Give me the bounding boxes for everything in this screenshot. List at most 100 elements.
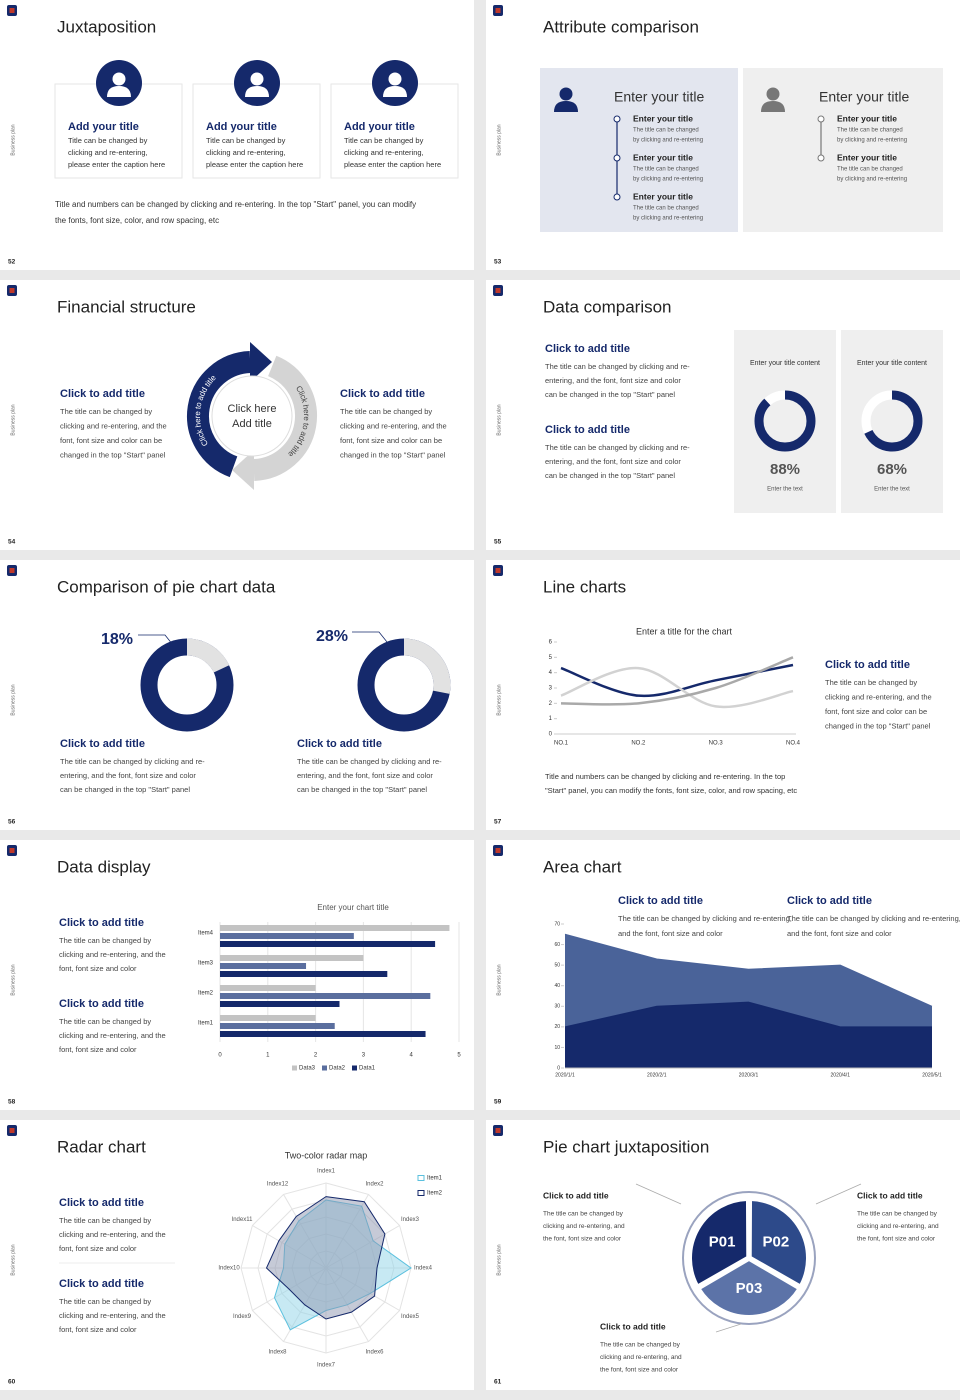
timeline-dot xyxy=(817,115,825,123)
percent-label: 88% xyxy=(770,461,800,478)
pie-sector xyxy=(749,1198,808,1287)
axis-label: Index1 xyxy=(317,1169,336,1175)
radar-series xyxy=(265,1196,386,1320)
slide: Radar chart 60 Business plan Click to add t… xyxy=(0,1120,474,1390)
y-tick-label: 10 xyxy=(554,1045,560,1051)
side-label: Business plan xyxy=(10,964,16,995)
timeline-dot xyxy=(613,154,621,162)
page-number: 59 xyxy=(494,1099,502,1106)
item-title: Enter your title xyxy=(837,152,897,162)
body-line: can be changed in the top "Start" panel xyxy=(60,785,190,794)
leader-line xyxy=(352,631,388,643)
legend-swatch xyxy=(352,1065,357,1071)
y-tick-label: 3 xyxy=(549,686,553,692)
x-tick-label: NO.2 xyxy=(631,741,646,747)
y-tick-label: 60 xyxy=(554,942,560,948)
stat-box xyxy=(841,330,943,513)
side-label: Business plan xyxy=(10,684,16,715)
block-title: Click to add title xyxy=(59,1197,144,1209)
slide-title: Comparison of pie chart data xyxy=(57,577,276,596)
slide: Data display 58 Business plan Click to add … xyxy=(0,840,474,1110)
body-line: by clicking and re-entering xyxy=(837,138,907,144)
body-line: The title can be changed by xyxy=(825,678,917,687)
icon-head xyxy=(559,87,573,101)
legend-swatch xyxy=(292,1065,297,1071)
leader-line xyxy=(138,634,174,646)
slide-title: Data comparison xyxy=(543,297,672,316)
sector-label: P03 xyxy=(736,1280,763,1297)
axis-label: Index6 xyxy=(365,1350,384,1356)
caption: Enter the text xyxy=(767,487,803,493)
block-title: Click to add title xyxy=(825,659,910,671)
body-line: please enter the caption here xyxy=(68,160,165,169)
item-title: Enter your title xyxy=(633,152,693,162)
body-line: and the font, font size and color xyxy=(787,929,892,938)
axis-label: Index2 xyxy=(365,1182,384,1188)
legend-label: Data2 xyxy=(329,1066,346,1072)
block-title: Click to add title xyxy=(59,1278,144,1290)
body-line: The title can be changed by xyxy=(59,936,151,945)
y-tick-label: 1 xyxy=(549,716,553,722)
y-tick-label: 40 xyxy=(554,983,560,989)
y-tick-label: 0 xyxy=(549,732,553,738)
timeline-dot xyxy=(817,154,825,162)
slide: Comparison of pie chart data 56 Business p… xyxy=(0,560,474,830)
body-line: clicking and re-entering, and the xyxy=(59,1311,166,1320)
sector-label: P02 xyxy=(762,1233,789,1250)
page-number: 55 xyxy=(494,539,502,546)
icon-body xyxy=(107,86,131,97)
y-tick-label: 6 xyxy=(549,640,553,646)
side-label: Business plan xyxy=(496,124,502,155)
body-line: The title can be changed by clicking and… xyxy=(618,914,792,923)
legend-swatch xyxy=(322,1065,327,1071)
body-line: font, font size and color xyxy=(59,964,137,973)
body-line: The title can be changed xyxy=(633,206,699,212)
bar xyxy=(220,941,436,947)
center-text: Add title xyxy=(232,418,272,430)
body-line: changed in the top "Start" panel xyxy=(60,450,166,459)
body-line: Title can be changed by xyxy=(68,136,148,145)
axis-label: Index7 xyxy=(317,1363,336,1369)
body-line: font, font size and color can be xyxy=(340,436,442,445)
body-line: The title can be changed by xyxy=(59,1216,151,1225)
x-tick-label: 2 xyxy=(314,1053,318,1059)
body-line: clicking and re-entering, xyxy=(344,148,424,157)
body-line: and the font, font size and color xyxy=(618,929,723,938)
block-title: Click to add title xyxy=(60,738,145,750)
body-line: changed in the top "Start" panel xyxy=(340,450,446,459)
body-line: changed in the top "Start" panel xyxy=(825,721,931,730)
body-line: font, font size and color xyxy=(59,1244,137,1253)
block-title: Click to add title xyxy=(60,388,145,400)
bar xyxy=(220,955,364,961)
axis-label: Index8 xyxy=(268,1350,287,1356)
card-title: Add your title xyxy=(68,121,139,133)
donut-arc xyxy=(754,390,816,452)
body-line: clicking and re-entering, and the xyxy=(59,950,166,959)
ring-arc xyxy=(187,351,251,478)
pie-sector xyxy=(698,1258,800,1317)
bar xyxy=(220,1015,316,1021)
side-label: Business plan xyxy=(496,684,502,715)
slide-bg xyxy=(0,560,474,830)
body-line: entering, and the font, font size and co… xyxy=(545,376,681,385)
body-line: entering, and the font, font size and co… xyxy=(297,771,433,780)
bar xyxy=(220,971,388,977)
logo-mark xyxy=(9,1128,15,1133)
slide-title: Attribute comparison xyxy=(543,17,699,36)
body-line: The title can be changed xyxy=(633,128,699,134)
body-line: can be changed in the top "Start" panel xyxy=(545,390,675,399)
body-line: clicking and re-entering, and xyxy=(543,1223,625,1230)
percent-label: 28% xyxy=(316,628,348,645)
body-line: The title can be changed by xyxy=(543,1211,624,1218)
line-series xyxy=(560,656,794,706)
body-line: font, font size and color xyxy=(59,1045,137,1054)
page-number: 61 xyxy=(494,1379,502,1386)
y-tick-label: 0 xyxy=(557,1065,560,1071)
body-line: can be changed in the top "Start" panel xyxy=(297,785,427,794)
body-line: The title can be changed by xyxy=(340,407,432,416)
logo-mark xyxy=(9,848,15,853)
x-tick-label: 0 xyxy=(218,1053,222,1059)
block-title: Click to add title xyxy=(857,1190,923,1200)
logo-mark xyxy=(495,288,501,293)
block-title: Click to add title xyxy=(600,1321,666,1331)
